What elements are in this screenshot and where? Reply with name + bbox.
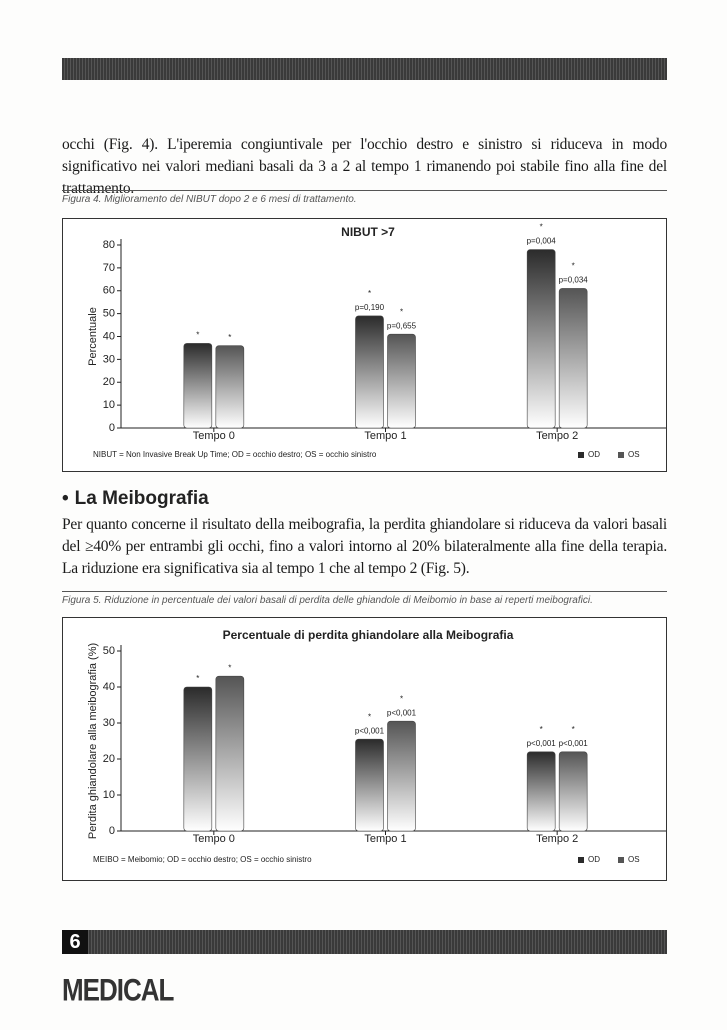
paragraph: Per quanto concerne il risultato della m… — [62, 516, 667, 577]
p-value: p<0,001 — [355, 726, 385, 735]
logo: MEDICAL — [62, 971, 174, 1008]
section-title: La Meibografia — [62, 488, 209, 510]
footnote: NIBUT = Non Invasive Break Up Time; OD =… — [93, 450, 377, 459]
bar — [526, 751, 556, 832]
significance-mark: * — [400, 694, 403, 703]
legend-swatch — [578, 857, 584, 863]
page-number: 6 — [62, 930, 88, 954]
p-value: p<0,001 — [387, 708, 417, 717]
significance-mark: * — [368, 289, 371, 298]
p-value: p<0,001 — [527, 739, 557, 748]
y-tick-label: 0 — [109, 825, 115, 837]
legend-swatch — [578, 452, 584, 458]
p-value: p=0,655 — [387, 321, 417, 330]
bar — [387, 720, 416, 832]
y-tick-label: 50 — [103, 308, 115, 320]
legend-label: OS — [628, 855, 640, 864]
y-tick-label: 60 — [103, 285, 115, 297]
bar — [355, 738, 384, 832]
bar — [526, 249, 556, 429]
significance-mark: * — [572, 262, 575, 271]
y-tick-label: 30 — [103, 717, 115, 729]
p-value: p=0,034 — [559, 276, 589, 285]
legend-label: OD — [588, 450, 600, 459]
x-tick-label: Tempo 2 — [536, 430, 578, 442]
y-axis-label: Percentuale — [87, 307, 99, 366]
y-tick-label: 40 — [103, 681, 115, 693]
p-value: p<0,001 — [559, 739, 589, 748]
chart: Percentuale di perdita ghiandolare alla … — [62, 617, 667, 881]
y-tick-label: 20 — [103, 376, 115, 388]
footer-bar — [62, 930, 667, 954]
legend-swatch — [618, 857, 624, 863]
y-tick-label: 70 — [103, 262, 115, 274]
y-tick-label: 80 — [103, 239, 115, 251]
x-tick-label: Tempo 2 — [536, 833, 578, 845]
y-tick-label: 30 — [103, 353, 115, 365]
p-value: p=0,190 — [355, 303, 385, 312]
legend-swatch — [618, 452, 624, 458]
y-tick-label: 50 — [103, 645, 115, 657]
y-tick-label: 20 — [103, 753, 115, 765]
chart-title: NIBUT >7 — [341, 225, 395, 239]
significance-mark: * — [228, 333, 231, 342]
y-tick-label: 10 — [103, 399, 115, 411]
bar — [183, 343, 213, 429]
x-tick-label: Tempo 0 — [193, 833, 235, 845]
header-bar — [62, 58, 667, 80]
p-value: p=0,004 — [527, 237, 557, 246]
y-tick-label: 10 — [103, 789, 115, 801]
x-tick-label: Tempo 1 — [364, 430, 406, 442]
y-axis-label: Perdita ghiandolare alla meibografia (%) — [87, 643, 99, 839]
bar — [215, 345, 245, 429]
legend-label: OS — [628, 450, 640, 459]
bar — [183, 686, 213, 832]
significance-mark: * — [540, 725, 543, 734]
chart: NIBUT >7 Percentuale 0 10 20 30 40 50 60 70 80 Temp… — [62, 218, 667, 472]
x-tick-label: Tempo 0 — [193, 430, 235, 442]
figure-caption: Figura 4. Miglioramento del NIBUT dopo 2… — [62, 190, 667, 205]
y-tick-label: 40 — [103, 330, 115, 342]
significance-mark: * — [196, 330, 199, 339]
bar — [215, 675, 245, 832]
bar — [558, 288, 588, 429]
bar — [387, 333, 416, 429]
paragraph: occhi (Fig. 4). L'iperemia congiuntivale… — [62, 136, 667, 197]
significance-mark: * — [572, 725, 575, 734]
y-tick-label: 0 — [109, 422, 115, 434]
bar — [558, 751, 588, 832]
significance-mark: * — [368, 712, 371, 721]
x-tick-label: Tempo 1 — [364, 833, 406, 845]
significance-mark: * — [228, 663, 231, 672]
legend-label: OD — [588, 855, 600, 864]
significance-mark: * — [540, 223, 543, 232]
significance-mark: * — [196, 674, 199, 683]
chart-title: Percentuale di perdita ghiandolare alla … — [223, 628, 514, 642]
significance-mark: * — [400, 307, 403, 316]
footnote: MEIBO = Meibomio; OD = occhio destro; OS… — [93, 855, 312, 864]
figure-caption: Figura 5. Riduzione in percentuale dei v… — [62, 591, 667, 606]
bar — [355, 315, 384, 429]
